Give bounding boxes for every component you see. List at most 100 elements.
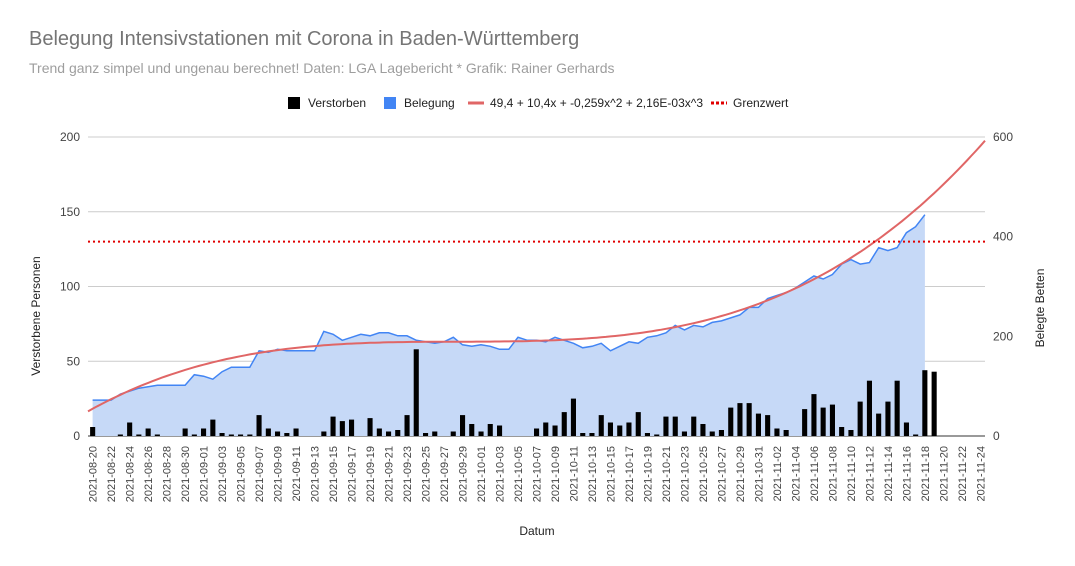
verstorben-bar <box>894 380 900 436</box>
x-tick-label: 2021-11-20 <box>938 446 950 501</box>
verstorben-bar <box>552 425 558 436</box>
x-tick-label: 2021-11-18 <box>920 446 932 501</box>
x-tick-label: 2021-09-01 <box>199 446 211 502</box>
verstorben-bar <box>265 428 271 436</box>
chart-title: Belegung Intensivstationen mit Corona in… <box>29 28 580 50</box>
verstorben-bars <box>90 349 937 436</box>
legend-label: Verstorben <box>308 96 366 110</box>
verstorben-bar <box>663 416 669 436</box>
verstorben-bar <box>681 431 687 436</box>
verstorben-bar <box>839 427 845 436</box>
verstorben-bar <box>903 422 909 436</box>
verstorben-bar <box>534 428 540 436</box>
verstorben-bar <box>598 415 604 436</box>
y-tick-label-right: 600 <box>993 130 1013 144</box>
y-tick-label-left: 150 <box>60 205 80 219</box>
verstorben-bar <box>820 407 826 436</box>
y-axis-label-right: Belegte Betten <box>1033 269 1047 348</box>
x-tick-label: 2021-10-19 <box>642 446 654 502</box>
x-tick-label: 2021-09-11 <box>291 446 303 501</box>
verstorben-bar <box>709 431 715 436</box>
verstorben-bar <box>117 434 123 436</box>
verstorben-bar <box>90 427 96 436</box>
verstorben-bar <box>691 416 697 436</box>
x-tick-label: 2021-10-11 <box>568 446 580 501</box>
x-tick-label: 2021-11-14 <box>883 446 895 501</box>
verstorben-bar <box>644 433 650 436</box>
x-tick-label: 2021-11-04 <box>790 446 802 501</box>
verstorben-bar <box>746 403 752 436</box>
y-tick-label-left: 0 <box>73 429 80 443</box>
y-tick-label-right: 200 <box>993 329 1013 343</box>
verstorben-bar <box>423 433 429 436</box>
x-tick-label: 2021-10-15 <box>605 446 617 502</box>
x-tick-label: 2021-10-03 <box>495 446 507 502</box>
verstorben-bar <box>857 401 863 436</box>
x-tick-label: 2021-10-07 <box>532 446 544 502</box>
verstorben-bar <box>450 431 456 436</box>
chart-subtitle: Trend ganz simpel und ungenau berechnet!… <box>29 60 615 76</box>
verstorben-bar <box>765 415 771 436</box>
x-tick-label: 2021-11-22 <box>957 446 969 501</box>
verstorben-bar <box>774 428 780 436</box>
verstorben-bar <box>367 418 373 436</box>
x-tick-label: 2021-09-15 <box>328 446 340 502</box>
y-tick-label-left: 50 <box>67 354 81 368</box>
x-tick-label: 2021-11-24 <box>975 446 987 501</box>
verstorben-bar <box>321 431 327 436</box>
verstorben-bar <box>913 434 919 436</box>
trend-lines <box>87 140 986 413</box>
verstorben-bar <box>339 421 345 436</box>
verstorben-bar <box>256 415 262 436</box>
verstorben-bar <box>201 428 207 436</box>
verstorben-bar <box>469 424 475 436</box>
x-tick-label: 2021-10-13 <box>587 446 599 502</box>
x-tick-label: 2021-09-27 <box>439 446 451 502</box>
verstorben-bar <box>210 419 216 436</box>
verstorben-bar <box>219 433 225 436</box>
y-tick-label-left: 100 <box>60 280 80 294</box>
verstorben-bar <box>349 419 355 436</box>
verstorben-bar <box>700 424 706 436</box>
verstorben-bar <box>848 430 854 436</box>
verstorben-bar <box>570 398 576 436</box>
verstorben-bar <box>737 403 743 436</box>
verstorben-bar <box>145 428 151 436</box>
legend-label: Grenzwert <box>733 96 789 110</box>
verstorben-bar <box>931 371 937 436</box>
verstorben-bar <box>885 401 891 436</box>
x-tick-label: 2021-09-09 <box>273 446 285 502</box>
verstorben-bar <box>386 431 392 436</box>
verstorben-bar <box>876 413 882 436</box>
verstorben-bar <box>607 422 613 436</box>
x-tick-label: 2021-09-19 <box>365 446 377 502</box>
legend-swatch <box>288 97 300 109</box>
x-tick-label: 2021-09-03 <box>217 446 229 502</box>
trend-line <box>87 140 986 413</box>
legend-swatch <box>384 97 396 109</box>
x-axis-label: Datum <box>519 524 554 538</box>
legend-item: Grenzwert <box>711 96 789 110</box>
verstorben-bar <box>829 404 835 436</box>
y-tick-label-right: 400 <box>993 230 1013 244</box>
x-tick-label: 2021-11-10 <box>846 446 858 501</box>
x-tick-label: 2021-10-05 <box>513 446 525 502</box>
verstorben-bar <box>589 433 595 436</box>
verstorben-bar <box>460 415 466 436</box>
legend-item: 49,4 + 10,4x + -0,259x^2 + 2,16E-03x^3 <box>468 96 703 110</box>
verstorben-bar <box>580 433 586 436</box>
verstorben-bar <box>127 422 133 436</box>
verstorben-bar <box>247 434 253 436</box>
x-tick-label: 2021-09-13 <box>310 446 322 502</box>
legend-label: Belegung <box>404 96 455 110</box>
x-tick-label: 2021-11-12 <box>864 446 876 501</box>
verstorben-bar <box>866 380 872 436</box>
verstorben-bar <box>284 433 290 436</box>
verstorben-bar <box>275 431 281 436</box>
x-tick-label: 2021-10-21 <box>661 446 673 502</box>
verstorben-bar <box>811 394 817 436</box>
belegung-area <box>92 214 926 436</box>
legend-item: Verstorben <box>288 96 366 110</box>
verstorben-bar <box>136 434 142 436</box>
x-tick-label: 2021-10-01 <box>476 446 488 502</box>
